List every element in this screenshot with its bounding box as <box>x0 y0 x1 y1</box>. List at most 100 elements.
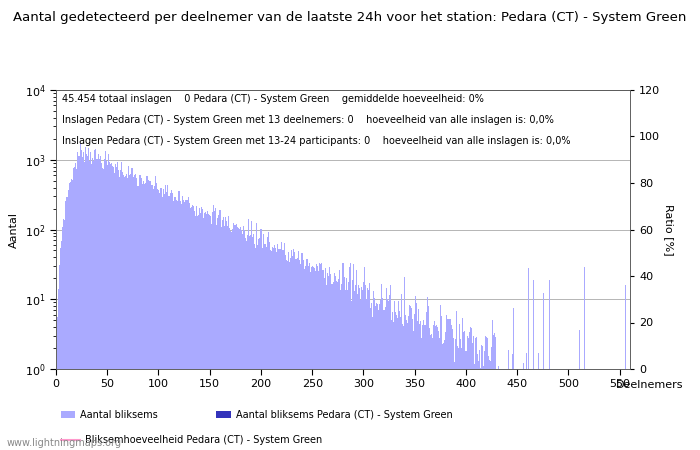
Bar <box>238 228 239 450</box>
Bar <box>209 215 210 450</box>
Bar <box>601 369 602 450</box>
Bar <box>395 315 397 450</box>
Bar <box>407 324 408 450</box>
Bar <box>302 261 304 450</box>
Bar <box>349 267 350 450</box>
Bar <box>172 193 174 450</box>
Bar <box>428 328 430 450</box>
Bar <box>328 276 329 450</box>
Bar <box>333 282 335 450</box>
Bar <box>614 369 615 450</box>
Bar <box>284 243 285 450</box>
Bar <box>102 167 103 450</box>
Bar <box>417 321 419 450</box>
Bar <box>478 360 479 450</box>
Bar <box>187 200 188 450</box>
Bar <box>389 295 390 450</box>
Text: Deelnemers: Deelnemers <box>616 380 683 390</box>
Bar <box>494 333 495 450</box>
Bar <box>510 369 512 450</box>
Bar <box>393 301 395 450</box>
Bar <box>458 348 459 450</box>
Bar <box>113 167 114 450</box>
Bar <box>582 369 583 450</box>
Bar <box>97 154 99 450</box>
Bar <box>296 259 297 450</box>
Bar <box>214 211 216 450</box>
Bar <box>195 216 196 450</box>
Bar <box>405 315 406 450</box>
Bar <box>271 251 272 450</box>
Bar <box>576 369 578 450</box>
Bar <box>69 183 70 450</box>
Bar <box>426 297 428 450</box>
Bar <box>126 174 127 450</box>
Bar <box>520 369 521 450</box>
Bar <box>572 369 573 450</box>
Bar <box>207 211 208 450</box>
Bar <box>145 183 146 450</box>
Bar <box>218 215 220 450</box>
Bar <box>473 336 474 450</box>
Bar <box>281 242 282 450</box>
Bar <box>240 226 241 450</box>
Bar <box>122 172 123 450</box>
Bar <box>610 369 611 450</box>
Bar <box>391 320 392 450</box>
Bar <box>260 229 262 450</box>
Bar <box>491 346 492 450</box>
Bar <box>189 203 190 450</box>
Bar <box>167 185 168 450</box>
Bar <box>559 369 560 450</box>
Bar <box>304 266 306 450</box>
Bar <box>612 369 613 450</box>
Bar <box>466 336 468 450</box>
Bar <box>519 369 520 450</box>
Text: Inslagen Pedara (CT) - System Green met 13 deelnemers: 0    hoeveelheid van alle: Inslagen Pedara (CT) - System Green met … <box>62 115 554 125</box>
Bar <box>533 280 534 450</box>
Bar <box>272 247 273 450</box>
Bar <box>483 366 484 450</box>
Bar <box>406 320 407 450</box>
Bar <box>111 163 112 450</box>
Bar <box>76 169 77 450</box>
Bar <box>152 185 153 450</box>
Bar <box>154 186 155 450</box>
Bar <box>540 369 541 450</box>
Bar <box>282 250 283 450</box>
Bar <box>560 369 561 450</box>
Bar <box>75 163 76 450</box>
Bar <box>158 190 159 450</box>
Bar <box>62 227 63 450</box>
Bar <box>331 284 332 450</box>
Bar <box>79 156 80 450</box>
Bar <box>592 369 593 450</box>
Bar <box>116 167 117 450</box>
Bar <box>562 369 563 450</box>
Bar <box>456 311 457 450</box>
Bar <box>575 369 576 450</box>
Bar <box>340 290 342 450</box>
Bar <box>451 325 452 450</box>
Bar <box>626 369 627 450</box>
Bar <box>101 163 102 450</box>
Bar <box>363 282 364 450</box>
Bar <box>286 260 287 450</box>
Bar <box>569 369 570 450</box>
Bar <box>344 290 346 450</box>
Bar <box>525 369 526 450</box>
Bar <box>164 194 165 450</box>
Bar <box>86 154 88 450</box>
Bar <box>253 234 254 450</box>
Bar <box>512 307 514 450</box>
Bar <box>422 325 423 450</box>
Bar <box>615 369 616 450</box>
Bar <box>447 319 448 450</box>
Bar <box>202 209 203 450</box>
Bar <box>342 263 344 450</box>
Bar <box>64 201 66 450</box>
Bar <box>531 369 532 450</box>
Bar <box>287 261 288 450</box>
Bar <box>139 175 141 450</box>
Bar <box>80 143 81 450</box>
